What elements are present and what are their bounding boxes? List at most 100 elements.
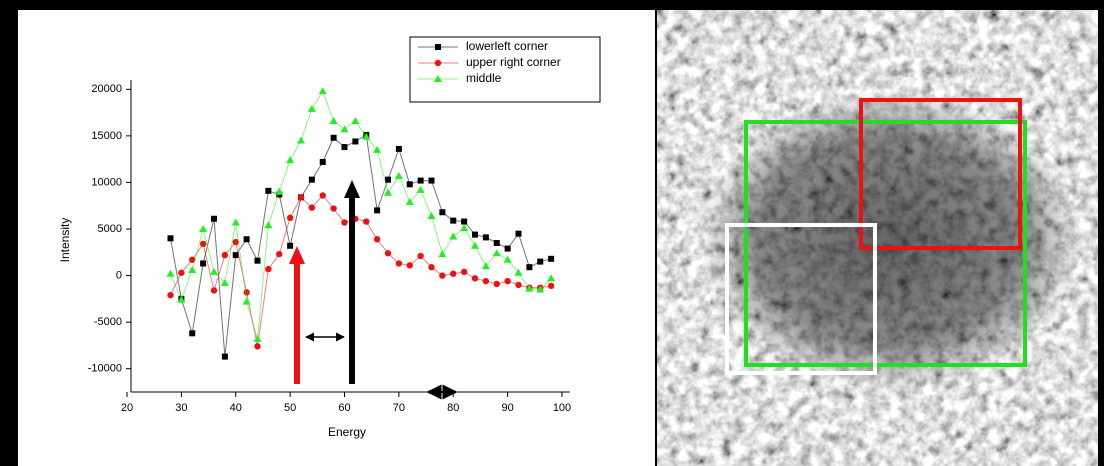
marker-circle [330, 205, 337, 212]
marker-triangle [384, 188, 392, 196]
marker-square [428, 177, 435, 184]
marker-square [472, 231, 478, 238]
y-tick-label: 20000 [91, 83, 122, 95]
x-tick-label: 30 [175, 402, 187, 414]
marker-triangle [394, 171, 403, 179]
red-region [859, 98, 1022, 250]
marker-square [450, 217, 457, 224]
marker-square [385, 176, 391, 183]
marker-circle [439, 272, 446, 279]
marker-square [504, 245, 511, 252]
tem-image [657, 10, 1098, 466]
y-tick-label: 15000 [91, 130, 122, 142]
green-region [744, 120, 1027, 367]
marker-circle [406, 262, 413, 269]
marker-square [167, 235, 174, 242]
marker-triangle [514, 268, 523, 276]
y-tick-label: 10000 [91, 176, 122, 188]
marker-triangle [460, 224, 469, 232]
x-tick-label: 60 [338, 402, 350, 414]
marker-square [265, 187, 272, 194]
marker-circle [373, 236, 381, 243]
marker-square [461, 218, 468, 225]
marker-circle [434, 59, 442, 67]
y-tick-label: -10000 [88, 363, 122, 375]
marker-circle [232, 238, 239, 246]
marker-triangle [547, 274, 556, 282]
marker-circle [384, 250, 392, 257]
marker-square [254, 257, 261, 264]
x-tick-label: 70 [393, 402, 405, 414]
red-arrowhead [289, 246, 305, 264]
marker-triangle [231, 218, 240, 226]
marker-triangle [340, 125, 349, 133]
marker-circle [341, 219, 348, 226]
marker-triangle [471, 241, 479, 249]
x-tick-label: 40 [230, 402, 242, 414]
marker-square [200, 260, 207, 267]
marker-triangle [242, 297, 251, 305]
marker-triangle [286, 156, 295, 164]
marker-triangle [449, 232, 458, 240]
marker-triangle [177, 295, 186, 303]
marker-circle [265, 265, 272, 273]
marker-triangle [405, 198, 414, 206]
marker-circle [417, 252, 424, 260]
marker-triangle [492, 249, 501, 257]
marker-square [330, 134, 337, 141]
marker-square [515, 230, 522, 237]
marker-square [287, 242, 294, 249]
marker-square [211, 215, 217, 222]
black-arrowhead [344, 180, 360, 198]
marker-triangle [427, 211, 436, 219]
marker-triangle [188, 265, 197, 273]
legend-label: middle [466, 71, 502, 85]
marker-triangle [318, 87, 327, 95]
marker-triangle [434, 75, 442, 82]
marker-triangle [264, 221, 273, 229]
marker-circle [547, 282, 555, 290]
marker-circle [504, 277, 511, 285]
marker-circle [199, 240, 207, 248]
marker-square [189, 330, 196, 337]
marker-square [352, 138, 359, 145]
x-tick-label: 100 [553, 402, 571, 414]
marker-circle [460, 268, 468, 276]
marker-square [221, 353, 228, 360]
marker-circle [515, 281, 522, 289]
marker-square [232, 252, 239, 259]
plot: 20 30 40 50 60 70 80 90 100 -10000 -5000 0 5000 10000… [88, 39, 571, 414]
marker-triangle [329, 116, 338, 124]
legend-label: upper right corner [466, 55, 561, 69]
marker-circle [493, 280, 500, 288]
marker-circle [308, 204, 316, 211]
marker-triangle [362, 132, 371, 140]
marker-circle [243, 289, 250, 296]
y-tick-label: 5000 [98, 223, 122, 235]
x-tick-label: 80 [447, 402, 459, 414]
marker-triangle [199, 225, 208, 233]
marker-triangle [536, 285, 545, 293]
annotations [289, 180, 458, 400]
marker-triangle [373, 145, 382, 153]
marker-square [406, 181, 413, 188]
marker-circle [395, 260, 403, 267]
legend-label: lowerleft corner [466, 39, 548, 53]
y-tick-label: -5000 [94, 316, 122, 328]
x-tick-label: 50 [284, 402, 296, 414]
y-axis-label: Intensity [58, 218, 72, 263]
x-tick-label: 90 [502, 402, 514, 414]
marker-square [308, 176, 315, 183]
marker-triangle [503, 255, 512, 263]
marker-triangle [253, 334, 262, 342]
marker-square [526, 264, 533, 271]
marker-triangle [220, 279, 229, 287]
marker-circle [286, 214, 294, 222]
marker-circle [221, 251, 229, 259]
marker-square [439, 209, 446, 216]
marker-circle [167, 291, 174, 299]
legend-box [409, 36, 601, 103]
marker-square [243, 236, 250, 243]
x-tick-label: 20 [121, 402, 133, 414]
